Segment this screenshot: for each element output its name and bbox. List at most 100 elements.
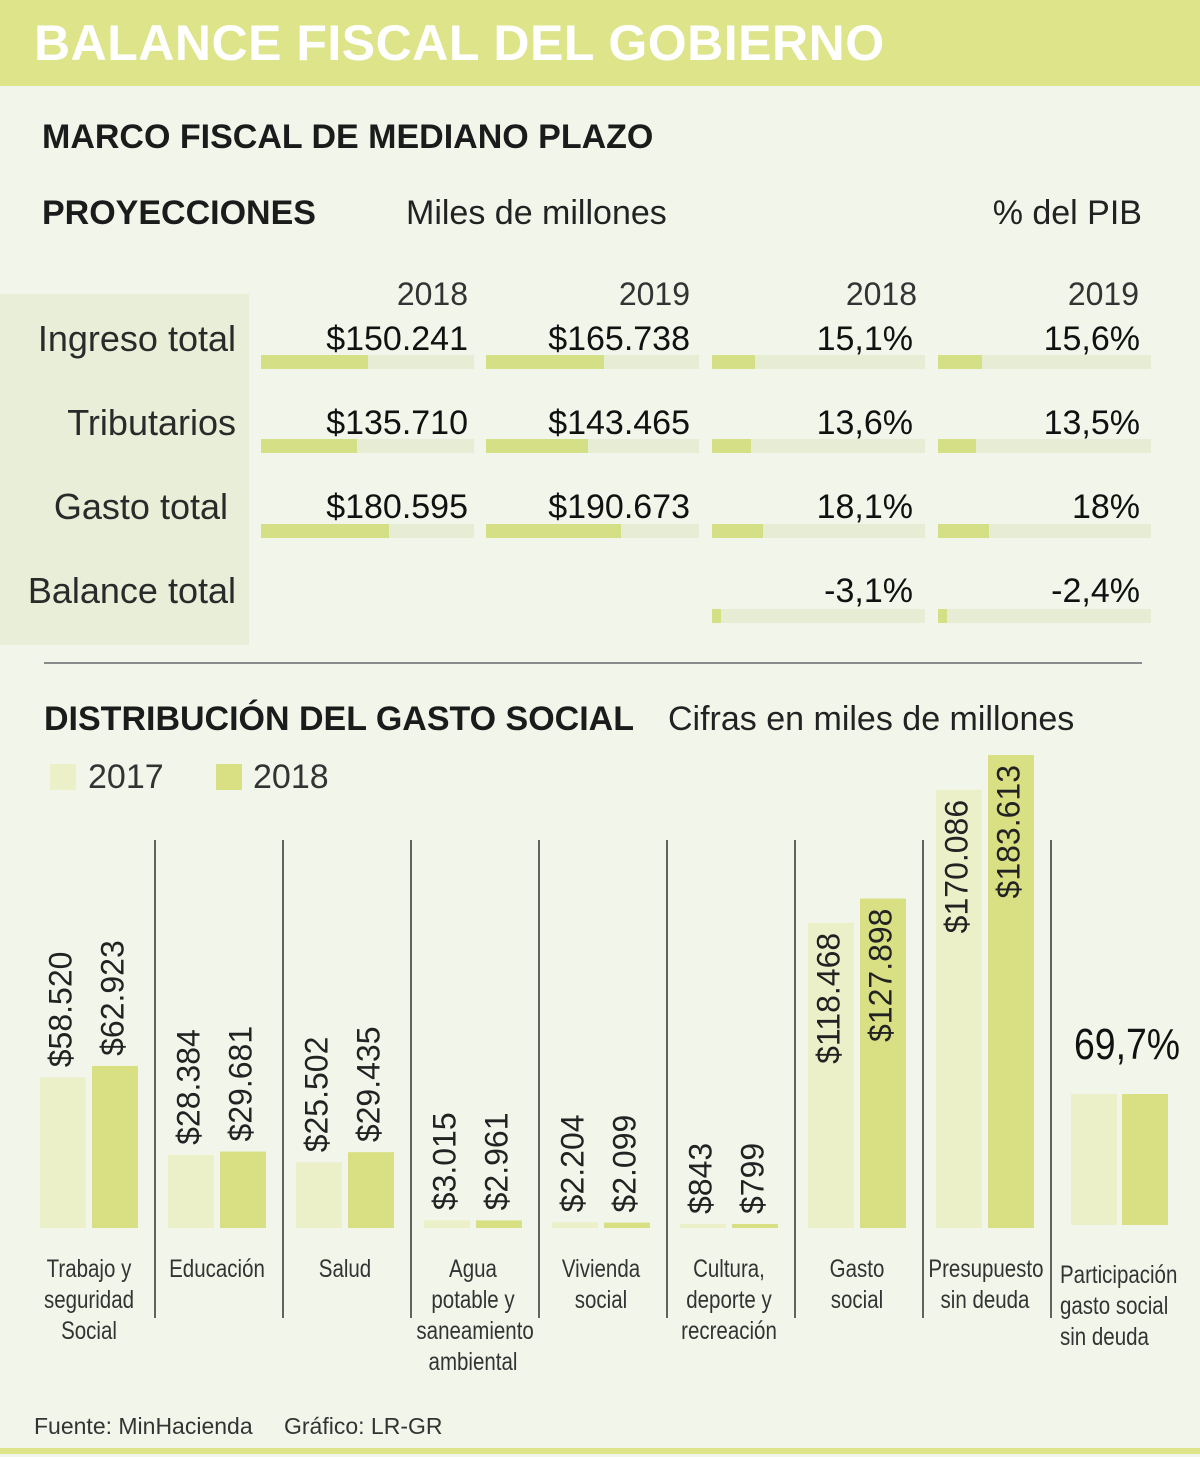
col-group-millions: Miles de millones	[406, 194, 667, 232]
category-label-cultura-deporte-y-recreacion: Cultura, deporte y recreación	[681, 1255, 777, 1345]
track-gasto-2018	[261, 524, 474, 538]
data-label-presupuesto-sin-deuda-2018: $183.613	[990, 765, 1026, 898]
year-header-2018-pib: 2018	[845, 276, 917, 312]
pct-ingreso-2019: 15,6%	[1043, 320, 1140, 358]
bar-cultura-deporte-y-recreacion-2017	[680, 1224, 726, 1228]
track-gasto-pib-2018	[712, 524, 925, 538]
fill-gasto-2019	[486, 524, 622, 538]
category-label-presupuesto-sin-deuda: Presupuesto sin deuda	[928, 1255, 1044, 1314]
credit-note: Gráfico: LR-GR	[284, 1413, 443, 1439]
value-ingreso-2019: $165.738	[548, 320, 690, 358]
fill-gasto-2018	[261, 524, 390, 538]
data-label-gasto-social-2017: $118.468	[810, 933, 846, 1064]
legend-swatch-2017	[50, 764, 76, 790]
category-label-gasto-social: Gasto social	[829, 1255, 885, 1314]
category-label-agua-potable-y-saneamiento-ambiental: Agua potable y saneamiento ambiental	[416, 1255, 534, 1376]
value-tributarios-2018: $135.710	[326, 404, 468, 442]
pct-gasto-2018: 18,1%	[816, 488, 913, 526]
row-label-panel	[0, 294, 249, 645]
data-label-salud-2017: $25.502	[298, 1037, 334, 1153]
fill-ingreso-pib-2018	[712, 355, 755, 369]
fill-ingreso-2019	[486, 355, 604, 369]
row-label-tributarios: Tributarios	[67, 402, 236, 443]
bar-presupuesto-sin-deuda-2018	[988, 755, 1034, 1228]
bar-educacion-2017	[168, 1154, 214, 1228]
track-balance-pib-2018	[712, 609, 925, 623]
page-title: BALANCE FISCAL DEL GOBIERNO	[34, 15, 885, 71]
value-gasto-2019: $190.673	[548, 488, 690, 526]
fill-balance-pib-2018	[712, 609, 721, 623]
bar-salud-2017	[296, 1162, 342, 1228]
track-tributarios-pib-2019	[938, 439, 1151, 453]
section-title-gasto-social: DISTRIBUCIÓN DEL GASTO SOCIAL	[44, 700, 635, 738]
track-ingreso-pib-2018	[712, 355, 925, 369]
year-header-2018-millions: 2018	[396, 276, 468, 312]
fill-gasto-pib-2018	[712, 524, 764, 538]
bar-participacion-2018	[1122, 1094, 1168, 1225]
data-label-educacion-2017: $28.384	[170, 1029, 206, 1145]
fill-ingreso-pib-2019	[938, 355, 983, 369]
track-ingreso-2019	[486, 355, 699, 369]
data-label-trabajo-y-seguridad-social-2018: $62.923	[94, 940, 130, 1056]
data-label-vivienda-social-2018: $2.099	[606, 1115, 642, 1213]
data-label-cultura-deporte-y-recreacion-2018: $799	[734, 1143, 770, 1214]
bar-trabajo-y-seguridad-social-2018	[92, 1065, 138, 1228]
footer-rule	[0, 1448, 1200, 1454]
track-ingreso-pib-2019	[938, 355, 1151, 369]
bar-salud-2018	[348, 1152, 394, 1228]
track-tributarios-pib-2018	[712, 439, 925, 453]
category-label-participacion: Participación gasto social sin deuda	[1060, 1261, 1178, 1351]
participation-value: 69,7%	[1074, 1020, 1181, 1069]
fill-gasto-pib-2019	[938, 524, 990, 538]
row-label-gasto-total: Gasto total	[53, 486, 228, 527]
track-gasto-2019	[486, 524, 699, 538]
bar-agua-potable-y-saneamiento-ambiental-2017	[424, 1220, 470, 1228]
data-label-salud-2018: $29.435	[350, 1027, 386, 1143]
category-label-vivienda-social: Vivienda social	[561, 1255, 641, 1314]
pct-tributarios-2018: 13,6%	[816, 404, 913, 442]
bar-educacion-2018	[220, 1151, 266, 1228]
pct-tributarios-2019: 13,5%	[1043, 404, 1140, 442]
bar-agua-potable-y-saneamiento-ambiental-2018	[476, 1220, 522, 1228]
track-gasto-pib-2019	[938, 524, 1151, 538]
data-label-cultura-deporte-y-recreacion-2017: $843	[682, 1143, 718, 1214]
data-label-agua-potable-y-saneamiento-ambiental-2017: $3.015	[426, 1112, 462, 1210]
value-gasto-2018: $180.595	[326, 488, 468, 526]
pct-ingreso-2018: 15,1%	[816, 320, 913, 358]
track-tributarios-2019	[486, 439, 699, 453]
fill-tributarios-pib-2019	[938, 439, 977, 453]
bar-trabajo-y-seguridad-social-2017	[40, 1077, 86, 1228]
legend-label-2018: 2018	[253, 758, 329, 796]
track-tributarios-2018	[261, 439, 474, 453]
section-divider	[44, 662, 1142, 664]
data-label-educacion-2018: $29.681	[222, 1026, 258, 1142]
pct-gasto-2019: 18%	[1071, 488, 1140, 526]
legend-swatch-2018	[216, 764, 242, 790]
header-bar: BALANCE FISCAL DEL GOBIERNO	[0, 0, 1200, 86]
fill-tributarios-2019	[486, 439, 588, 453]
bar-vivienda-social-2018	[604, 1222, 650, 1228]
bar-vivienda-social-2017	[552, 1222, 598, 1228]
data-label-trabajo-y-seguridad-social-2017: $58.520	[42, 952, 78, 1068]
row-label-ingreso-total: Ingreso total	[37, 318, 236, 359]
track-balance-pib-2019	[938, 609, 1151, 623]
fill-tributarios-2018	[261, 439, 358, 453]
year-header-2019-pib: 2019	[1067, 276, 1139, 312]
col-group-pib: % del PIB	[992, 194, 1142, 232]
pct-balance-2018: -3,1%	[824, 572, 913, 610]
value-ingreso-2018: $150.241	[326, 320, 468, 358]
data-label-presupuesto-sin-deuda-2017: $170.086	[938, 800, 974, 933]
track-ingreso-2018	[261, 355, 474, 369]
bar-presupuesto-sin-deuda-2017	[936, 789, 982, 1228]
bar-cultura-deporte-y-recreacion-2018	[732, 1224, 778, 1228]
fill-ingreso-2018	[261, 355, 368, 369]
row-label-balance-total: Balance total	[27, 570, 236, 611]
data-label-gasto-social-2018: $127.898	[862, 909, 898, 1042]
data-label-agua-potable-y-saneamiento-ambiental-2018: $2.961	[478, 1112, 514, 1210]
category-label-educacion: Educación	[169, 1255, 265, 1283]
data-label-vivienda-social-2017: $2.204	[554, 1114, 590, 1212]
year-header-2019-millions: 2019	[618, 276, 690, 312]
projections-heading: PROYECCIONES	[42, 194, 316, 232]
value-tributarios-2019: $143.465	[548, 404, 690, 442]
